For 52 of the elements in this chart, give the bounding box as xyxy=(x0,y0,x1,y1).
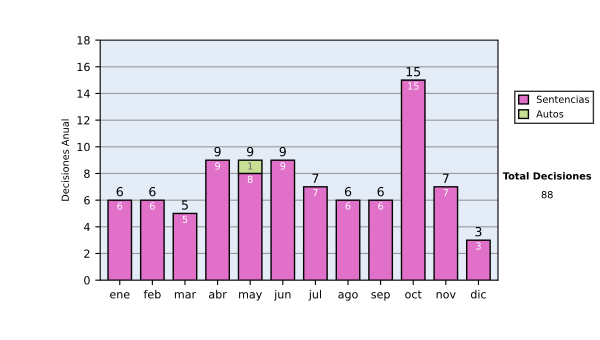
total-label: 9 xyxy=(214,146,221,156)
x-tick-label: dic xyxy=(470,290,486,298)
data-label: 9 xyxy=(280,162,286,170)
x-tick-label: ene xyxy=(110,292,130,298)
total-label: 6 xyxy=(378,186,384,196)
x-tick-label: mar xyxy=(174,292,196,298)
x-tick-label: may xyxy=(239,292,262,301)
y-tick-label: 12 xyxy=(78,116,90,124)
data-label: 6 xyxy=(117,202,122,210)
data-label: 6 xyxy=(346,202,350,210)
legend-label: Sentencias xyxy=(536,95,590,104)
text: Total Decisiones xyxy=(502,172,592,180)
y-tick-label: 2 xyxy=(84,249,90,258)
legend-label: Autos xyxy=(536,110,564,118)
y-tick-label: 4 xyxy=(84,222,90,232)
x-tick-label: jun xyxy=(274,290,290,301)
data-label: 1 xyxy=(248,162,252,170)
y-tick-label: 8 xyxy=(84,169,90,178)
y-tick-label: 14 xyxy=(78,90,90,98)
y-axis-title: Decisiones Anual xyxy=(61,119,69,201)
total-label: 5 xyxy=(182,200,188,210)
total-label: 6 xyxy=(149,186,156,196)
x-tick-label: sep xyxy=(371,292,390,301)
data-label: 15 xyxy=(408,82,419,90)
x-tick-label: feb xyxy=(144,290,161,298)
y-tick-label: 10 xyxy=(78,142,90,152)
data-label: 3 xyxy=(476,242,481,250)
total-label: 15 xyxy=(406,67,420,76)
data-label: 5 xyxy=(182,216,188,224)
total-label: 6 xyxy=(344,186,352,196)
y-tick-label: 18 xyxy=(78,36,90,44)
x-tick-label: abr xyxy=(209,290,227,298)
x-tick-label: oct xyxy=(405,290,422,298)
total-label: 9 xyxy=(247,146,254,156)
x-tick-label: jul xyxy=(308,290,321,301)
y-tick-label: 0 xyxy=(84,276,90,285)
data-label: 6 xyxy=(150,202,155,210)
total-label: 6 xyxy=(116,186,123,196)
y-tick-label: 16 xyxy=(78,62,90,72)
data-label: 7 xyxy=(313,189,318,196)
y-tick-label: 6 xyxy=(84,196,90,205)
text: 88 xyxy=(542,190,553,198)
total-label: 7 xyxy=(442,174,449,183)
data-label: 9 xyxy=(215,162,220,170)
total-label: 3 xyxy=(475,226,482,236)
x-tick-label: nov xyxy=(436,292,456,298)
x-tick-label: ago xyxy=(338,292,358,301)
data-label: 6 xyxy=(378,202,384,210)
data-label: 7 xyxy=(444,189,448,196)
total-label: 9 xyxy=(280,146,286,156)
total-label: 7 xyxy=(312,174,318,183)
data-label: 8 xyxy=(248,176,253,183)
